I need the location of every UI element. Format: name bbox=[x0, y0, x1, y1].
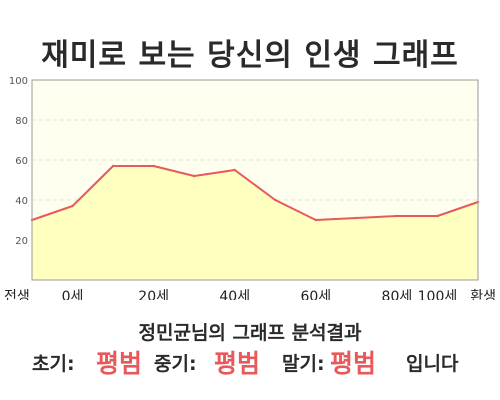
analysis-summary: 정민균님의 그래프 분석결과 bbox=[138, 322, 362, 344]
late-label: 말기: bbox=[282, 353, 325, 375]
x-tick-label: 전생 bbox=[4, 289, 30, 300]
data-point bbox=[233, 168, 236, 172]
data-point bbox=[355, 216, 358, 220]
middle-label: 중기: bbox=[154, 353, 197, 375]
data-point bbox=[436, 214, 439, 218]
life-graph-chart: 20 40 60 80 100 전생 0세 20세 40세 60세 80세 100세 환생 bbox=[4, 76, 496, 300]
late-value: 평범 bbox=[330, 349, 377, 378]
early-label: 초기: bbox=[32, 353, 75, 375]
plot-frame bbox=[31, 79, 479, 281]
data-point bbox=[71, 204, 74, 208]
data-point bbox=[111, 164, 115, 168]
x-tick-label: 100세 bbox=[418, 289, 458, 300]
y-tick-label: 80 bbox=[15, 116, 28, 127]
chart-title: 재미로 보는 당신의 인생 그래프 bbox=[41, 38, 459, 73]
data-point bbox=[192, 174, 196, 178]
x-tick-label: 80세 bbox=[382, 289, 413, 300]
middle-value: 평범 bbox=[214, 349, 261, 378]
y-tick-label: 20 bbox=[15, 236, 28, 247]
data-point bbox=[314, 218, 318, 222]
x-tick-label: 20세 bbox=[138, 289, 169, 300]
data-point bbox=[274, 198, 277, 202]
data-point bbox=[152, 164, 155, 168]
series-line bbox=[31, 165, 479, 221]
x-tick-label: 0세 bbox=[62, 289, 84, 300]
result-suffix: 입니다 bbox=[406, 353, 459, 375]
early-value: 평범 bbox=[96, 349, 143, 378]
x-tick-label: 60세 bbox=[300, 289, 331, 300]
y-tick-label: 100 bbox=[9, 76, 28, 87]
y-tick-label: 60 bbox=[15, 156, 28, 167]
data-point bbox=[395, 214, 399, 218]
x-tick-label: 40세 bbox=[219, 289, 250, 300]
y-tick-label: 40 bbox=[15, 196, 28, 207]
series-area bbox=[32, 166, 478, 280]
x-tick-label: 환생 bbox=[470, 289, 496, 300]
